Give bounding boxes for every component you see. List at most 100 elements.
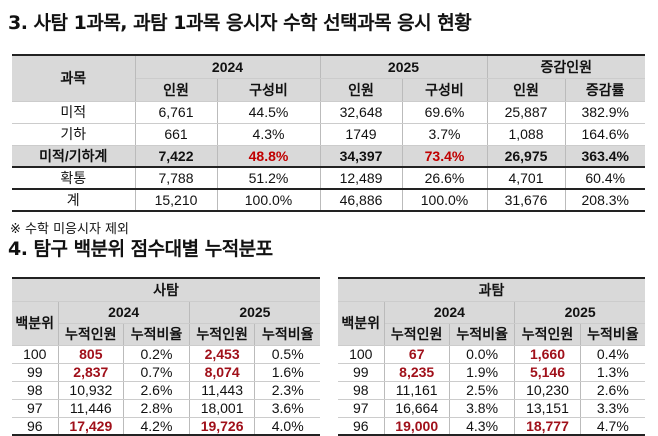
header-cum-ratio: 누적비율 — [123, 323, 190, 346]
cell: 3.8% — [448, 399, 516, 418]
header-2024: 2024 — [383, 301, 516, 324]
cell: 4.7% — [579, 417, 645, 436]
table-row: 98 10,932 2.6% 11,443 2.3% — [12, 381, 320, 400]
percentile-cell: 96 — [338, 417, 385, 436]
cell: 1,088 — [486, 123, 566, 146]
header-count: 인원 — [135, 78, 218, 102]
cell: 10,932 — [57, 381, 125, 400]
header-2025: 2025 — [514, 301, 645, 324]
header-cum-count: 누적인원 — [188, 323, 256, 346]
cell: 16,664 — [383, 399, 450, 418]
cell: 2.8% — [123, 399, 190, 418]
cell: 2.6% — [579, 381, 645, 400]
header-subject: 과목 — [12, 54, 136, 102]
cell: 13,151 — [514, 399, 581, 418]
header-2024: 2024 — [134, 54, 321, 79]
cell: 1,660 — [514, 345, 581, 364]
cell: 34,397 — [319, 145, 403, 168]
cell: 363.4% — [564, 145, 645, 168]
header-ratio: 구성비 — [401, 78, 488, 102]
cell: 51.2% — [216, 166, 321, 190]
cell: 4,701 — [486, 166, 566, 190]
cell: 18,777 — [514, 417, 581, 436]
cell: 3.3% — [579, 399, 645, 418]
cell: 48.8% — [216, 145, 321, 168]
cell: 18,001 — [188, 399, 256, 418]
cell: 8,235 — [383, 363, 450, 382]
percentile-cell: 99 — [12, 363, 59, 382]
header-count: 인원 — [486, 78, 566, 102]
cell: 0.0% — [448, 345, 516, 364]
percentile-cell: 97 — [12, 399, 59, 418]
table-row: 97 16,664 3.8% 13,151 3.3% — [338, 399, 645, 418]
science-inquiry-table: 과탐 백분위 2024 2025 누적인원 누적비율 누적인원 누적비율 100 6… — [338, 277, 645, 436]
cell: 0.7% — [123, 363, 190, 382]
cell: 3.7% — [401, 123, 488, 146]
table-row: 계 15,210 100.0% 46,886 100.0% 31,676 208.3% — [12, 188, 645, 212]
cell: 10,230 — [514, 381, 581, 400]
table-row: 기하 661 4.3% 1749 3.7% 1,088 164.6% — [12, 123, 645, 146]
cell: 25,887 — [486, 101, 566, 124]
table-row: 99 2,837 0.7% 8,074 1.6% — [12, 363, 320, 382]
cell: 661 — [134, 123, 218, 146]
table-row: 98 11,161 2.5% 10,230 2.6% — [338, 381, 645, 400]
row-label: 미적/기하계 — [12, 145, 136, 168]
percentile-cell: 100 — [338, 345, 385, 364]
cell: 0.2% — [123, 345, 190, 364]
cell: 46,886 — [319, 188, 403, 212]
cell: 17,429 — [57, 417, 125, 436]
cell: 32,648 — [319, 101, 403, 124]
percentile-cell: 96 — [12, 417, 59, 436]
cell: 7,788 — [134, 166, 218, 190]
header-ratio: 구성비 — [216, 78, 321, 102]
cell: 11,161 — [383, 381, 450, 400]
header-cum-count: 누적인원 — [58, 323, 125, 346]
header-2024: 2024 — [57, 301, 190, 324]
header-cum-count: 누적인원 — [514, 323, 581, 346]
math-subject-table: 과목 2024 2025 증감인원 인원 구성비 인원 구성비 인원 증감률 미… — [12, 54, 645, 212]
percentile-cell: 97 — [338, 399, 385, 418]
cell: 1.9% — [448, 363, 516, 382]
table-row: 96 19,000 4.3% 18,777 4.7% — [338, 417, 645, 436]
cell: 208.3% — [564, 188, 645, 212]
cell: 2.3% — [254, 381, 320, 400]
cell: 1.3% — [579, 363, 645, 382]
cell: 69.6% — [401, 101, 488, 124]
percentile-cell: 98 — [12, 381, 59, 400]
cell: 0.4% — [579, 345, 645, 364]
header-cum-ratio: 누적비율 — [254, 323, 320, 346]
cell: 0.5% — [254, 345, 320, 364]
cell: 4.0% — [254, 417, 320, 436]
cell: 73.4% — [401, 145, 488, 168]
cell: 7,422 — [134, 145, 218, 168]
table-row: 99 8,235 1.9% 5,146 1.3% — [338, 363, 645, 382]
table-row: 미적 6,761 44.5% 32,648 69.6% 25,887 382.9% — [12, 101, 645, 124]
header-cum-count: 누적인원 — [384, 323, 450, 346]
cell: 3.6% — [254, 399, 320, 418]
cell: 15,210 — [134, 188, 218, 212]
table-row: 97 11,446 2.8% 18,001 3.6% — [12, 399, 320, 418]
cell: 5,146 — [514, 363, 581, 382]
cell: 31,676 — [486, 188, 566, 212]
table-group-title: 과탐 — [338, 277, 645, 302]
table-group-title: 사탐 — [12, 277, 320, 302]
cell: 2,453 — [188, 345, 256, 364]
header-change: 증감인원 — [486, 54, 645, 79]
row-label: 기하 — [12, 123, 136, 146]
social-inquiry-table: 사탐 백분위 2024 2025 누적인원 누적비율 누적인원 누적비율 100 8… — [12, 277, 320, 436]
row-label: 확통 — [12, 166, 136, 190]
row-label: 계 — [12, 188, 136, 212]
cell: 1.6% — [254, 363, 320, 382]
cell: 100.0% — [401, 188, 488, 212]
table-row: 확통 7,788 51.2% 12,489 26.6% 4,701 60.4% — [12, 166, 645, 190]
header-percentile: 백분위 — [12, 301, 59, 346]
cell: 60.4% — [564, 166, 645, 190]
header-2025: 2025 — [319, 54, 488, 79]
header-2025: 2025 — [188, 301, 320, 324]
cell: 11,446 — [57, 399, 125, 418]
table-row: 미적/기하계 7,422 48.8% 34,397 73.4% 26,975 363.4% — [12, 145, 645, 168]
cell: 19,000 — [383, 417, 450, 436]
cell: 4.3% — [216, 123, 321, 146]
cell: 2.6% — [123, 381, 190, 400]
section4-title: 4. 탐구 백분위 점수대별 누적분포 — [8, 238, 273, 260]
